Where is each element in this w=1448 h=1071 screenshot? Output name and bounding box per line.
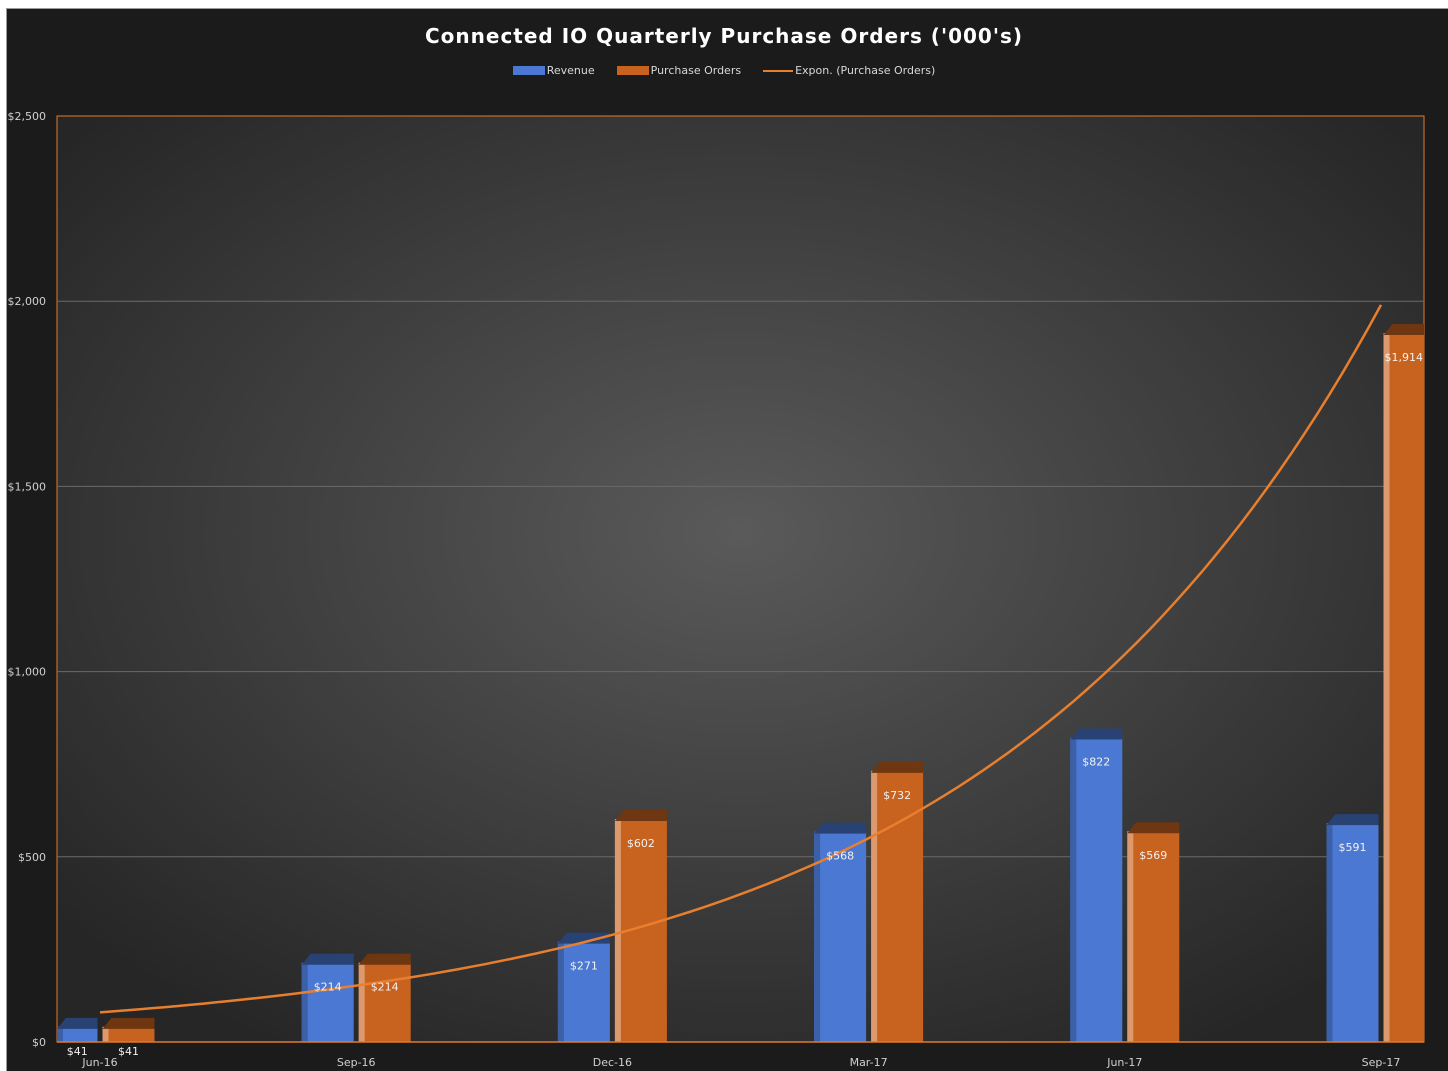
legend-swatch-trendline bbox=[763, 69, 794, 72]
legend-label-trendline: Expon. (Purchase Orders) bbox=[795, 64, 936, 77]
x-tick-label: Jun-17 bbox=[1106, 1056, 1142, 1069]
data-label: $214 bbox=[314, 981, 342, 994]
bar-edge bbox=[614, 819, 621, 1042]
label-layer: $41 $214 $271 $568 $822 $591 $41 $214 $602 $732 $5… bbox=[67, 351, 1423, 1058]
bar-face bbox=[1326, 823, 1379, 1042]
bar-revenue bbox=[814, 822, 867, 1042]
x-tick-label: Sep-16 bbox=[337, 1056, 376, 1069]
data-label: $569 bbox=[1139, 849, 1167, 862]
plot-area bbox=[56, 115, 1425, 1043]
bar-top bbox=[1326, 814, 1379, 826]
bar-top bbox=[301, 953, 354, 965]
bar-top bbox=[557, 932, 610, 944]
data-label: $1,914 bbox=[1385, 351, 1424, 364]
bar-face bbox=[614, 819, 667, 1042]
bar-revenue bbox=[1070, 728, 1123, 1042]
bar-face bbox=[557, 941, 610, 1042]
bar-top bbox=[614, 810, 667, 822]
bar-top bbox=[1383, 324, 1424, 336]
bar-revenue bbox=[57, 1017, 98, 1042]
bar-face bbox=[358, 962, 411, 1042]
data-label: $591 bbox=[1339, 841, 1367, 854]
legend-item-revenue: Revenue bbox=[512, 64, 595, 77]
bar-top bbox=[814, 822, 867, 834]
grid-layer bbox=[57, 300, 1424, 858]
bar-revenue bbox=[557, 932, 610, 1042]
legend-swatch-purchase-orders bbox=[616, 66, 649, 75]
bar-face bbox=[1383, 333, 1424, 1042]
bar-layer bbox=[57, 324, 1424, 1042]
bar-edge bbox=[1127, 831, 1134, 1042]
bar-top bbox=[358, 953, 411, 965]
data-label: $41 bbox=[67, 1045, 88, 1058]
data-label: $732 bbox=[883, 789, 911, 802]
legend-item-purchase-orders: Purchase Orders bbox=[616, 64, 742, 77]
axis-layer: $0 $500 $1,000 $1,500 $2,000 $2,500 Jun-16 Sep-… bbox=[8, 110, 1424, 1069]
bar-purchase-orders bbox=[1383, 324, 1424, 1042]
bar-purchase-orders bbox=[358, 953, 411, 1042]
y-tick-label: $500 bbox=[18, 851, 46, 864]
bar-edge bbox=[1326, 823, 1333, 1042]
legend: Revenue Purchase Orders Expon. (Purchase… bbox=[0, 64, 1448, 77]
bar-edge bbox=[1070, 737, 1077, 1042]
bar-edge bbox=[102, 1026, 109, 1042]
x-tick-label: Jun-16 bbox=[81, 1056, 117, 1069]
bar-edge bbox=[814, 831, 821, 1042]
bar-edge bbox=[1383, 333, 1390, 1042]
data-label: $214 bbox=[371, 981, 399, 994]
y-tick-label: $1,500 bbox=[8, 480, 47, 493]
bar-face bbox=[871, 770, 924, 1042]
data-label: $41 bbox=[118, 1045, 139, 1058]
bar-face bbox=[1070, 737, 1123, 1042]
bar-face bbox=[1127, 831, 1180, 1042]
x-tick-label: Mar-17 bbox=[850, 1056, 888, 1069]
bar-top bbox=[1127, 822, 1180, 834]
bar-edge bbox=[358, 962, 365, 1042]
bar-edge bbox=[57, 1026, 63, 1042]
y-tick-label: $2,500 bbox=[8, 110, 47, 123]
bar-edge bbox=[557, 941, 564, 1042]
legend-label-revenue: Revenue bbox=[546, 64, 595, 77]
bar-purchase-orders bbox=[1127, 822, 1180, 1042]
bar-edge bbox=[871, 770, 878, 1042]
x-tick-label: Dec-16 bbox=[593, 1056, 632, 1069]
bar-top bbox=[57, 1017, 98, 1029]
trendline-exponential bbox=[99, 304, 1383, 1014]
data-label: $568 bbox=[826, 850, 854, 863]
legend-swatch-revenue bbox=[512, 66, 545, 75]
legend-item-trendline: Expon. (Purchase Orders) bbox=[763, 64, 935, 77]
legend-label-purchase-orders: Purchase Orders bbox=[650, 64, 742, 77]
bar-face bbox=[57, 1026, 98, 1042]
bar-face bbox=[814, 831, 867, 1042]
bar-purchase-orders bbox=[871, 761, 924, 1042]
bar-top bbox=[871, 761, 924, 773]
data-label: $602 bbox=[627, 837, 655, 850]
y-tick-label: $2,000 bbox=[8, 295, 47, 308]
bar-face bbox=[102, 1026, 155, 1042]
x-tick-label: Sep-17 bbox=[1362, 1056, 1401, 1069]
bar-edge bbox=[301, 962, 308, 1042]
y-tick-label: $0 bbox=[32, 1036, 46, 1049]
bar-top bbox=[1070, 728, 1123, 740]
trend-layer bbox=[99, 304, 1383, 1014]
chart-title: Connected IO Quarterly Purchase Orders (… bbox=[424, 24, 1023, 48]
bar-face bbox=[301, 962, 354, 1042]
data-label: $271 bbox=[570, 960, 598, 973]
bar-purchase-orders bbox=[102, 1017, 155, 1042]
bar-revenue bbox=[1326, 814, 1379, 1042]
bar-top bbox=[102, 1017, 155, 1029]
bar-revenue bbox=[301, 953, 354, 1042]
y-tick-label: $1,000 bbox=[8, 666, 47, 679]
data-label: $822 bbox=[1082, 756, 1110, 769]
